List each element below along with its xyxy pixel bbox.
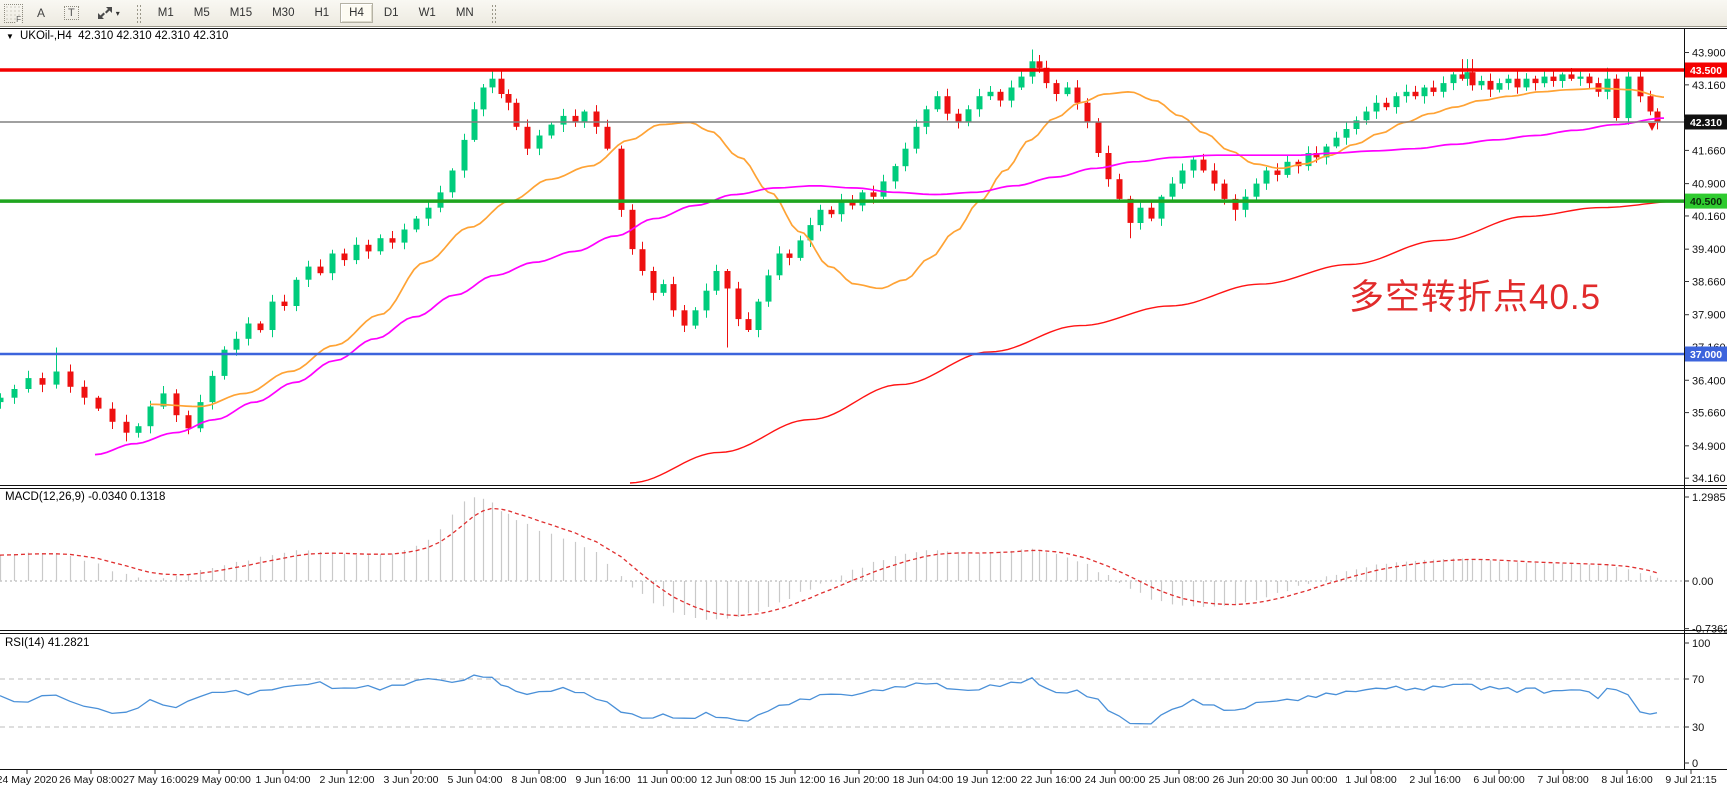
price-tick-label: 37.900 xyxy=(1692,310,1726,322)
date-label: 5 Jun 04:00 xyxy=(448,774,503,786)
date-label: 29 May 00:00 xyxy=(187,774,251,786)
rsi-tick-label: 100 xyxy=(1692,638,1710,650)
macd-tick-label: 0.00 xyxy=(1692,576,1713,588)
date-label: 2 Jun 12:00 xyxy=(320,774,375,786)
price-level-badge xyxy=(1685,114,1727,130)
price-tick-label: 40.900 xyxy=(1692,179,1726,191)
date-label: 26 Jun 20:00 xyxy=(1213,774,1274,786)
date-label: 3 Jun 20:00 xyxy=(384,774,439,786)
text-label-tool-button[interactable]: A xyxy=(29,2,53,24)
toolbar-handle-label: F xyxy=(16,14,21,24)
timeframe-button-h4[interactable]: H4 xyxy=(340,3,373,23)
date-label: 16 Jun 20:00 xyxy=(829,774,890,786)
date-axis: 24 May 2020 26 May 08:00 27 May 16:00 29 Ma… xyxy=(0,770,1717,786)
ma-magenta-line xyxy=(94,117,1664,456)
macd-signal-line xyxy=(0,507,1658,617)
date-label: 30 Jun 00:00 xyxy=(1277,774,1338,786)
toolbar: F A T ▾ M1 M5 M15 M30 H1 H4 D1 W1 MN xyxy=(0,0,1727,27)
timeframe-button-m1[interactable]: M1 xyxy=(149,3,183,23)
date-label: 7 Jul 08:00 xyxy=(1537,774,1589,786)
toolbar-handle-icon[interactable]: F xyxy=(4,3,23,24)
price-level-badge-label: 40.500 xyxy=(1690,196,1722,208)
price-level-badge xyxy=(1685,346,1727,362)
date-label: 2 Jul 16:00 xyxy=(1409,774,1461,786)
rsi-tick-label: 70 xyxy=(1692,674,1704,686)
price-level-badge xyxy=(1685,62,1727,78)
date-label: 11 Jun 00:00 xyxy=(637,774,697,786)
timeframe-toolbar: M1 M5 M15 M30 H1 H4 D1 W1 MN xyxy=(148,3,484,23)
price-tick-label: 34.900 xyxy=(1692,441,1726,453)
price-level-badges: 43.500 42.310 40.500 37.000 xyxy=(1685,62,1727,362)
text-box-tool-button[interactable]: T xyxy=(57,2,86,24)
toolbar-separator-grip[interactable] xyxy=(134,3,142,23)
date-label: 1 Jun 04:00 xyxy=(256,774,311,786)
price-tick-label: 43.160 xyxy=(1692,80,1726,92)
date-label: 12 Jun 08:00 xyxy=(701,774,762,786)
date-label: 24 Jun 00:00 xyxy=(1085,774,1146,786)
price-tick-label: 43.900 xyxy=(1692,48,1726,60)
date-label: 8 Jun 08:00 xyxy=(512,774,567,786)
candles xyxy=(0,49,1661,442)
rsi-line xyxy=(0,674,1658,725)
timeframe-button-m5[interactable]: M5 xyxy=(185,3,219,23)
date-label: 27 May 16:00 xyxy=(123,774,187,786)
price-level-badge xyxy=(1685,193,1727,209)
price-tick-label: 35.660 xyxy=(1692,408,1726,420)
date-label: 25 Jun 08:00 xyxy=(1149,774,1210,786)
markers xyxy=(1648,123,1656,131)
ma-red-line xyxy=(629,200,1684,484)
rsi-indicator-label: RSI(14) 41.2821 xyxy=(5,637,90,649)
date-label: 9 Jun 16:00 xyxy=(576,774,631,786)
price-tick-label: 34.160 xyxy=(1692,473,1726,485)
ma-orange-line xyxy=(149,87,1665,408)
price-tick-label: 40.160 xyxy=(1692,211,1726,223)
date-label: 1 Jul 08:00 xyxy=(1345,774,1397,786)
arrows-icon xyxy=(97,7,112,19)
toolbar-separator-grip-right[interactable] xyxy=(489,3,497,23)
macd-tick-label: -0.7362 xyxy=(1692,624,1727,636)
timeframe-button-m15[interactable]: M15 xyxy=(221,3,261,23)
chart-title: UKOil-,H4 42.310 42.310 42.310 42.310 xyxy=(20,30,229,42)
timeframe-button-d1[interactable]: D1 xyxy=(375,3,408,23)
date-label: 26 May 08:00 xyxy=(59,774,123,786)
timeframe-button-mn[interactable]: MN xyxy=(447,3,483,23)
date-label: 15 Jun 12:00 xyxy=(765,774,826,786)
chart-annotation: 多空转折点40.5 xyxy=(1349,278,1602,317)
rsi-panel xyxy=(0,678,1684,728)
date-label: 9 Jul 21:15 xyxy=(1665,774,1717,786)
date-label: 6 Jul 00:00 xyxy=(1473,774,1525,786)
timeframe-button-h1[interactable]: H1 xyxy=(305,3,338,23)
date-label: 22 Jun 16:00 xyxy=(1021,774,1082,786)
price-level-badge-label: 37.000 xyxy=(1690,349,1722,361)
date-label: 18 Jun 04:00 xyxy=(893,774,954,786)
timeframe-button-m30[interactable]: M30 xyxy=(263,3,303,23)
date-label: 19 Jun 12:00 xyxy=(957,774,1018,786)
rsi-tick-label: 30 xyxy=(1692,722,1704,734)
price-tick-label: 39.400 xyxy=(1692,244,1726,256)
macd-tick-label: 1.2985 xyxy=(1692,492,1726,504)
price-level-badge-label: 43.500 xyxy=(1690,65,1722,77)
macd-panel xyxy=(0,497,1684,620)
price-tick-label: 36.400 xyxy=(1692,375,1726,387)
timeframe-button-w1[interactable]: W1 xyxy=(410,3,445,23)
arrows-tool-button[interactable]: ▾ xyxy=(90,2,127,24)
price-level-badge-label: 42.310 xyxy=(1690,117,1722,129)
macd-indicator-label: MACD(12,26,9) -0.0340 0.1318 xyxy=(5,491,166,503)
price-tick-label: 41.660 xyxy=(1692,145,1726,157)
sell-arrow-icon xyxy=(1648,123,1656,131)
price-level-lines xyxy=(0,68,1684,356)
axis-labels: 43.90043.16042.40041.66040.90040.16039.4… xyxy=(1684,48,1727,770)
symbol-dropdown-icon[interactable]: ▼ xyxy=(6,32,14,41)
date-label: 24 May 2020 xyxy=(0,774,58,786)
rsi-tick-label: 0 xyxy=(1692,758,1698,770)
text-box-icon: T xyxy=(64,6,79,20)
panel-borders xyxy=(0,28,1727,770)
chevron-down-icon: ▾ xyxy=(115,8,120,18)
price-tick-label: 38.660 xyxy=(1692,277,1726,289)
date-label: 8 Jul 16:00 xyxy=(1601,774,1653,786)
